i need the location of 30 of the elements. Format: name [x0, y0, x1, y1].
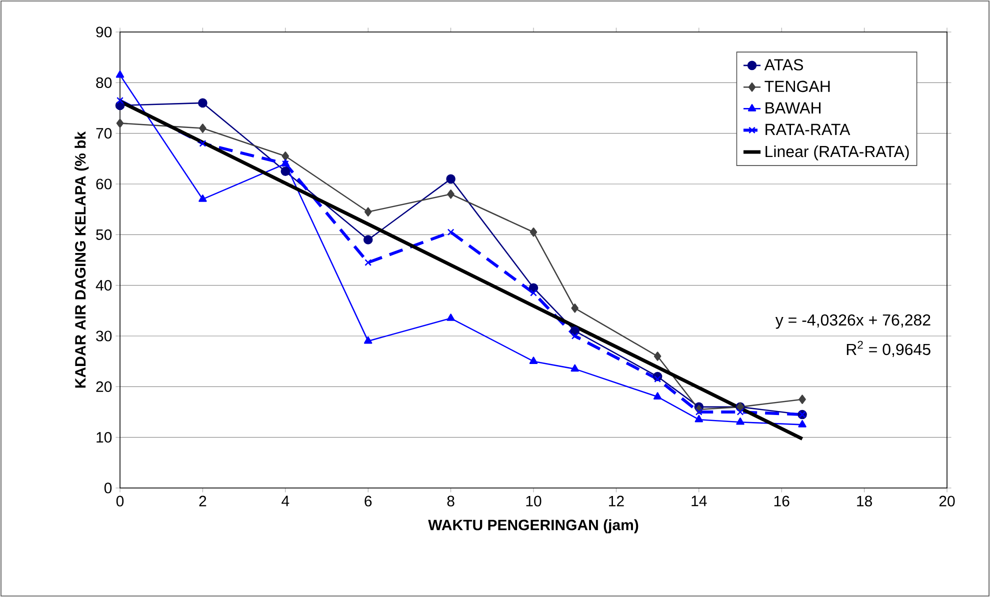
y-tick-label: 80 [96, 77, 112, 88]
x-tick-label: 20 [939, 496, 955, 506]
x-tick-label: 12 [609, 496, 624, 506]
legend-label: ATAS [764, 59, 803, 70]
x-tick-label: 14 [692, 496, 707, 506]
x-tick-label: 10 [526, 496, 542, 506]
y-tick-label: 30 [96, 330, 112, 342]
y-tick-label: 0 [104, 482, 112, 494]
y-axis-title: KADAR AIR DAGING KELAPA (% bk [74, 131, 89, 388]
y-tick-label: 70 [96, 128, 112, 139]
x-tick-label: 4 [282, 496, 290, 506]
y-tick-label: 60 [96, 178, 112, 190]
y-tick-label: 20 [96, 381, 112, 392]
annotation: y = -4,0326x + 76,282 [775, 314, 930, 329]
legend-label: BAWAH [766, 102, 820, 114]
x-tick-label: 8 [447, 496, 454, 506]
annotation: R$^{2}$ = 0,9645 [846, 340, 930, 357]
x-tick-label: 0 [116, 496, 124, 506]
x-tick-label: 18 [857, 496, 872, 506]
x-tick-label: 16 [774, 496, 790, 506]
x-axis-title: WAKTU PENGERINGAN (jam) [428, 519, 638, 534]
legend-label: RATA-RATA [766, 124, 850, 135]
y-tick-label: 90 [96, 26, 112, 38]
x-tick-label: 2 [199, 496, 206, 506]
legend-label: TENGAH [764, 80, 830, 92]
y-tick-label: 10 [96, 432, 112, 443]
legend-label: Linear (RATA-RATA) [766, 145, 909, 160]
y-tick-label: 50 [96, 229, 112, 240]
x-tick-label: 6 [364, 496, 372, 506]
y-tick-label: 40 [96, 280, 112, 291]
